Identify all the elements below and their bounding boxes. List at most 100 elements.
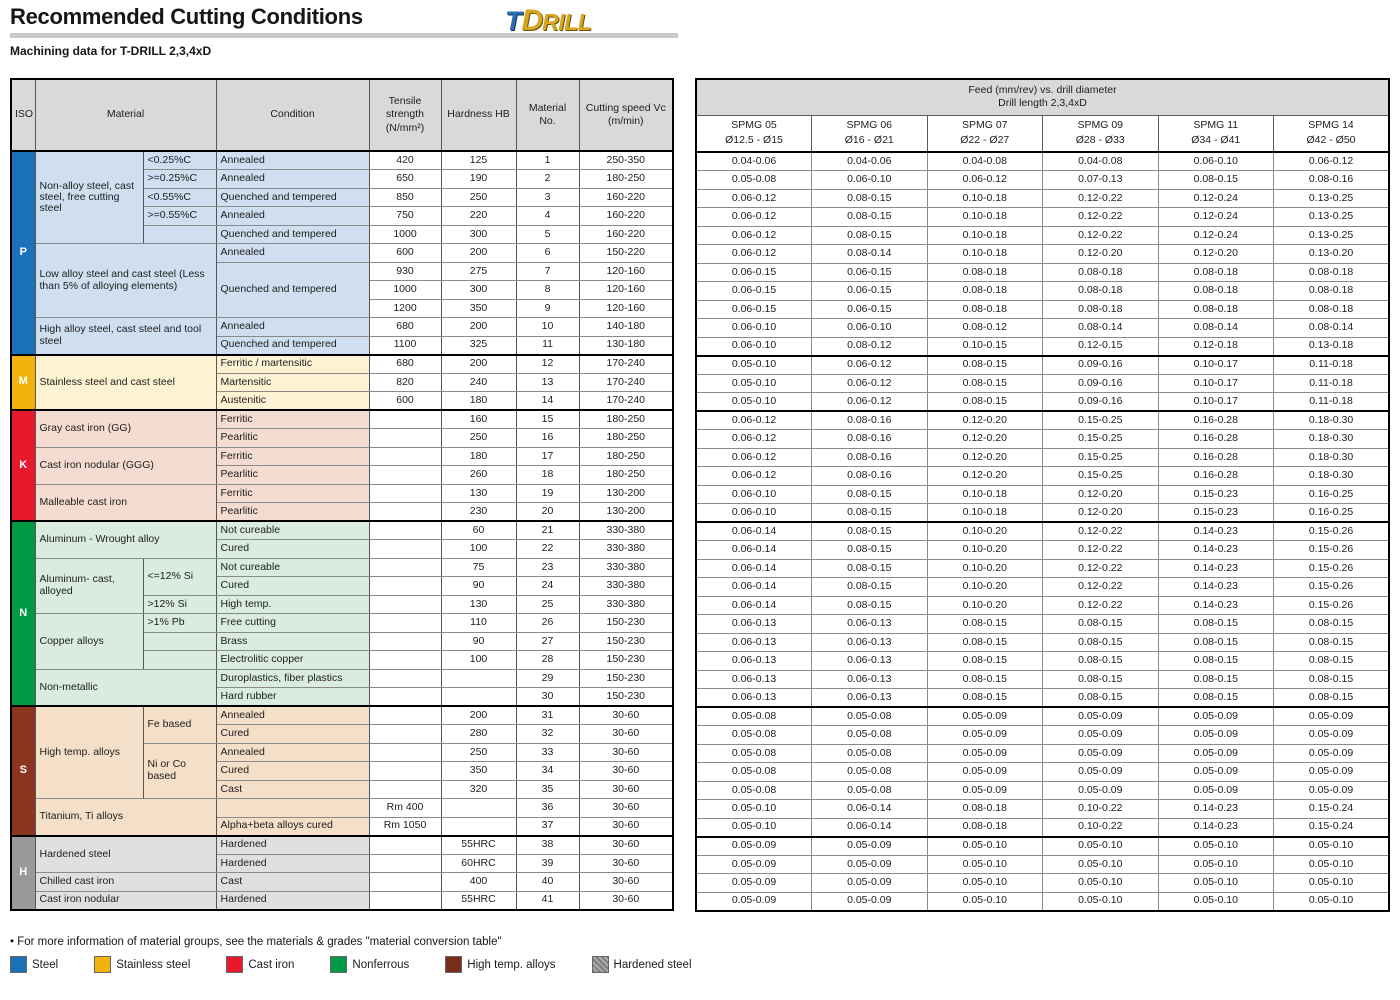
tensile-strength-cell (368, 742, 442, 762)
cutting-speed-cell: 30-60 (578, 705, 674, 725)
legend-item: Hardened steel (591, 956, 692, 973)
feed-value-cell: 0.06-0.13 (811, 632, 928, 652)
condition-cell: Ferritic (215, 446, 370, 466)
material-cell: Low alloy steel and cast steel (Less tha… (34, 243, 217, 318)
feed-value-cell: 0.06-0.12 (695, 466, 812, 486)
material-no-cell: 4 (515, 206, 580, 226)
feed-value-cell: 0.05-0.08 (811, 762, 928, 782)
cutting-speed-cell: 180-250 (578, 446, 674, 466)
feed-value-cell: 0.08-0.12 (811, 336, 928, 356)
feed-value-cell: 0.08-0.15 (811, 595, 928, 615)
material-no-cell: 30 (515, 687, 580, 707)
feed-value-cell: 0.05-0.09 (1042, 743, 1159, 763)
hardness-cell: 240 (440, 372, 517, 392)
material-no-cell: 32 (515, 724, 580, 744)
material-row: Cured 100 22 330-380 (11, 539, 674, 559)
material-note-cell: <0.25%C (142, 150, 217, 170)
feed-row: 0.06-0.13 0.06-0.13 0.08-0.15 0.08-0.15 0.08… (695, 688, 1390, 708)
condition-cell: Quenched and tempered (215, 261, 370, 318)
feed-value-cell: 0.08-0.15 (1157, 614, 1274, 634)
tensile-strength-cell (368, 594, 442, 614)
feed-value-cell: 0.08-0.15 (811, 188, 928, 208)
material-cell: Cast iron nodular (34, 890, 217, 910)
column-header: Material (34, 78, 217, 152)
condition-cell: Hard rubber (215, 687, 370, 707)
condition-cell: Ferritic / martensitic (215, 353, 370, 374)
feed-value-cell: 0.06-0.14 (695, 521, 812, 541)
condition-cell: Annealed (215, 742, 370, 762)
hardness-cell: 250 (440, 742, 517, 762)
tensile-strength-cell (368, 465, 442, 485)
feed-value-cell: 0.15-0.26 (1273, 521, 1390, 541)
feed-value-cell: 0.08-0.18 (926, 799, 1043, 819)
feed-value-cell: 0.06-0.15 (695, 299, 812, 319)
feed-value-cell: 0.04-0.06 (811, 151, 928, 171)
feed-row: 0.05-0.10 0.06-0.14 0.08-0.18 0.10-0.22 0.14… (695, 799, 1390, 819)
feed-value-cell: 0.12-0.24 (1157, 225, 1274, 245)
material-row: >12% Si High temp. 130 25 330-380 (11, 594, 674, 614)
feed-row: 0.06-0.12 0.08-0.16 0.12-0.20 0.15-0.25 0.16… (695, 466, 1390, 486)
cutting-speed-cell: 330-380 (578, 594, 674, 614)
feed-value-cell: 0.10-0.20 (926, 540, 1043, 560)
condition-cell: Annealed (215, 705, 370, 725)
column-header: Tensile strength (N/mm²) (368, 78, 442, 152)
hardness-cell: 90 (440, 576, 517, 596)
material-no-cell: 19 (515, 483, 580, 503)
material-no-cell: 40 (515, 872, 580, 892)
material-row: High alloy steel, cast steel and tool st… (11, 317, 674, 355)
insert-column-header: SPMG 06 Ø16 - Ø21 (811, 114, 928, 153)
feed-row: 0.06-0.12 0.08-0.15 0.10-0.18 0.12-0.22 0.12… (695, 188, 1390, 208)
feed-value-cell: 0.08-0.18 (926, 817, 1043, 837)
feed-value-cell: 0.10-0.18 (926, 207, 1043, 227)
cutting-speed-cell: 30-60 (578, 834, 674, 855)
feed-value-cell: 0.08-0.15 (926, 614, 1043, 634)
feed-value-cell: 0.06-0.12 (695, 244, 812, 264)
feed-value-cell: 0.08-0.15 (811, 503, 928, 523)
logo-part-d: D (521, 4, 544, 37)
tensile-strength-cell (368, 502, 442, 522)
feed-value-cell: 0.06-0.13 (695, 651, 812, 671)
feed-value-cell: 0.08-0.15 (1273, 669, 1390, 689)
cutting-speed-cell: 30-60 (578, 890, 674, 910)
feed-value-cell: 0.16-0.25 (1273, 484, 1390, 504)
feed-value-cell: 0.08-0.15 (811, 207, 928, 227)
material-no-cell: 38 (515, 834, 580, 855)
feed-value-cell: 0.06-0.15 (811, 281, 928, 301)
material-no-cell: 2 (515, 169, 580, 189)
insert-name: SPMG 05 (731, 118, 777, 131)
legend-item: Stainless steel (94, 956, 190, 973)
feed-value-cell: 0.08-0.15 (1157, 170, 1274, 190)
feed-value-cell: 0.08-0.15 (1273, 651, 1390, 671)
right-table-body: 0.04-0.06 0.04-0.06 0.04-0.08 0.04-0.08 0.06… (695, 151, 1390, 911)
condition-cell: Annealed (215, 150, 370, 170)
hardness-cell: 250 (440, 428, 517, 448)
cutting-speed-cell: 30-60 (578, 779, 674, 799)
material-no-cell: 31 (515, 705, 580, 725)
feed-value-cell: 0.05-0.09 (811, 854, 928, 874)
feed-value-cell: 0.05-0.09 (695, 835, 812, 856)
feed-value-cell: 0.15-0.24 (1273, 799, 1390, 819)
material-row: Cast iron nodular (GGG) Ferritic 180 17 180-… (11, 446, 674, 485)
feed-value-cell: 0.05-0.09 (1157, 706, 1274, 726)
insert-size-header-row: SPMG 05 Ø12.5 - Ø15 SPMG 06 Ø16 - Ø21 SPMG 0… (695, 114, 1390, 153)
feed-value-cell: 0.05-0.10 (695, 373, 812, 393)
hardness-cell: 200 (440, 705, 517, 725)
condition-cell: Hardened (215, 890, 370, 910)
feed-value-cell: 0.05-0.09 (811, 873, 928, 893)
material-no-cell: 8 (515, 280, 580, 300)
cutting-speed-cell: 180-250 (578, 169, 674, 189)
feed-value-cell: 0.08-0.14 (1157, 318, 1274, 338)
legend-item: High temp. alloys (445, 956, 556, 973)
tensile-strength-cell (368, 705, 442, 725)
feed-value-cell: 0.05-0.10 (1273, 835, 1390, 856)
feed-value-cell: 0.05-0.09 (926, 743, 1043, 763)
cutting-speed-cell: 170-240 (578, 372, 674, 392)
cutting-speed-cell: 140-180 (578, 317, 674, 337)
feed-value-cell: 0.06-0.12 (695, 207, 812, 227)
material-no-cell: 12 (515, 353, 580, 374)
feed-value-cell: 0.05-0.08 (695, 725, 812, 745)
cutting-speed-cell: 150-230 (578, 650, 674, 670)
material-no-cell: 10 (515, 317, 580, 337)
feed-value-cell: 0.08-0.15 (1157, 632, 1274, 652)
material-no-cell: 15 (515, 409, 580, 429)
